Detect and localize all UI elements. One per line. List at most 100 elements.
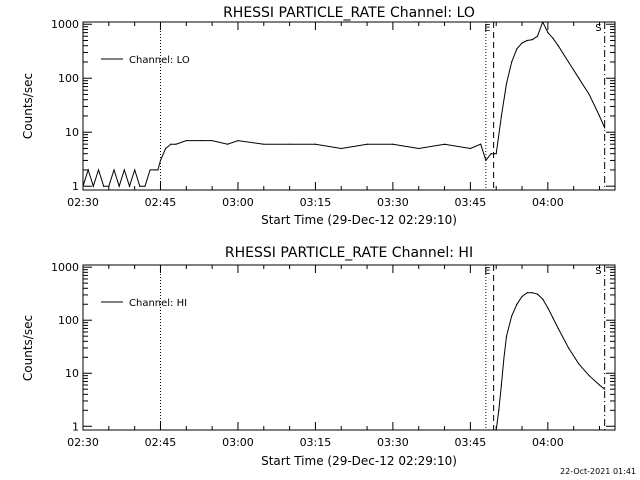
data-point [211,139,213,142]
data-point [263,143,265,145]
data-point [227,143,229,145]
data-point [149,169,151,171]
data-point [542,22,544,23]
data-point [495,429,497,430]
data-point [536,35,539,37]
data-point [547,307,549,309]
data-point [485,159,487,162]
data-point [443,143,446,145]
data-point [498,409,500,411]
x-tick-label: 03:45 [455,436,487,449]
y-tick-label: 100 [58,72,79,85]
data-point [87,169,89,171]
plot-frame [82,264,616,431]
data-point [289,143,291,145]
data-point [598,384,601,386]
data-point [175,143,177,145]
data-point [134,169,136,171]
data-point [542,298,544,300]
y-tick-label: 1000 [51,261,79,274]
data-point [139,185,141,187]
data-point [547,31,549,34]
x-tick-label: 03:30 [377,196,409,209]
series-line [495,292,606,430]
data-point [503,356,505,358]
data-point [83,185,84,187]
x-tick-label: 02:30 [67,196,99,209]
x-ticks: 02:30 02:45 03:00 03:15 03:30 03:45 04:00 [67,265,601,449]
x-tick-label: 04:00 [532,436,564,449]
data-point [604,388,606,390]
chart-title: RHESSI PARTICLE_RATE Channel: LO [223,5,475,21]
x-tick-label: 03:15 [300,196,332,209]
data-point [516,303,518,305]
x-tick-label: 03:15 [300,436,332,449]
data-point [531,38,533,41]
data-point [588,93,590,96]
data-point [118,185,120,187]
marker-label-s: S [595,23,601,34]
data-point [366,143,368,145]
legend: Channel: HI [101,298,187,309]
y-axis-label: Counts/sec [21,73,35,139]
y-tick-label: 1000 [51,18,79,31]
x-tick-label: 02:30 [67,436,99,449]
x-tick-label: 03:45 [455,196,487,209]
y-ticks: 1 10 100 1000 [51,18,615,193]
data-point [557,327,559,330]
data-point [113,169,115,171]
data-point [511,315,513,317]
plot-frame [82,21,616,191]
x-tick-label: 03:00 [222,196,254,209]
data-point [170,143,172,145]
data-point [604,127,606,129]
data-point [157,169,159,171]
data-point [511,61,513,63]
x-tick-label: 04:00 [532,196,564,209]
data-point [144,185,146,187]
chart-title: RHESSI PARTICLE_RATE Channel: HI [225,245,473,261]
footer-timestamp: 22-Oct-2021 01:41 [560,467,636,476]
legend: Channel: LO [101,55,190,66]
panel-hi: RHESSI PARTICLE_RATE Channel: HI Start Ti… [21,245,616,468]
data-point [521,42,523,44]
data-point [588,375,590,377]
data-point [516,48,518,50]
data-point [480,143,482,145]
x-axis-label: Start Time (29-Dec-12 02:29:10) [261,454,457,468]
data-point [552,317,554,319]
data-point [552,37,554,39]
y-ticks: 1 10 100 1000 [51,261,615,433]
panel-lo: RHESSI PARTICLE_RATE Channel: LO Start Ti… [21,5,616,227]
series-0 [83,22,606,188]
y-tick-label: 10 [65,367,79,380]
data-point [526,39,528,42]
data-point [128,185,131,187]
x-tick-label: 03:00 [222,436,254,449]
data-point [500,115,502,117]
data-point [165,147,167,150]
data-point [154,169,156,171]
data-point [536,293,539,295]
data-point [418,147,420,150]
data-point [92,185,94,187]
x-ticks: 02:30 02:45 03:00 03:15 03:30 03:45 04:00 [67,22,601,209]
data-point [531,292,533,294]
data-point [598,115,601,117]
data-point [578,77,580,79]
data-point [490,153,492,155]
data-point [340,147,342,150]
x-tick-label: 02:45 [145,196,177,209]
data-point [97,169,100,171]
data-point [201,139,203,142]
data-point [521,295,523,298]
y-axis-label: Counts/sec [21,315,35,381]
marker-label-s: S [595,266,601,277]
data-point [505,82,508,85]
x-tick-label: 02:45 [145,436,177,449]
y-tick-label: 10 [65,126,79,139]
data-point [578,363,580,365]
data-point [108,185,110,187]
data-point [159,159,162,162]
